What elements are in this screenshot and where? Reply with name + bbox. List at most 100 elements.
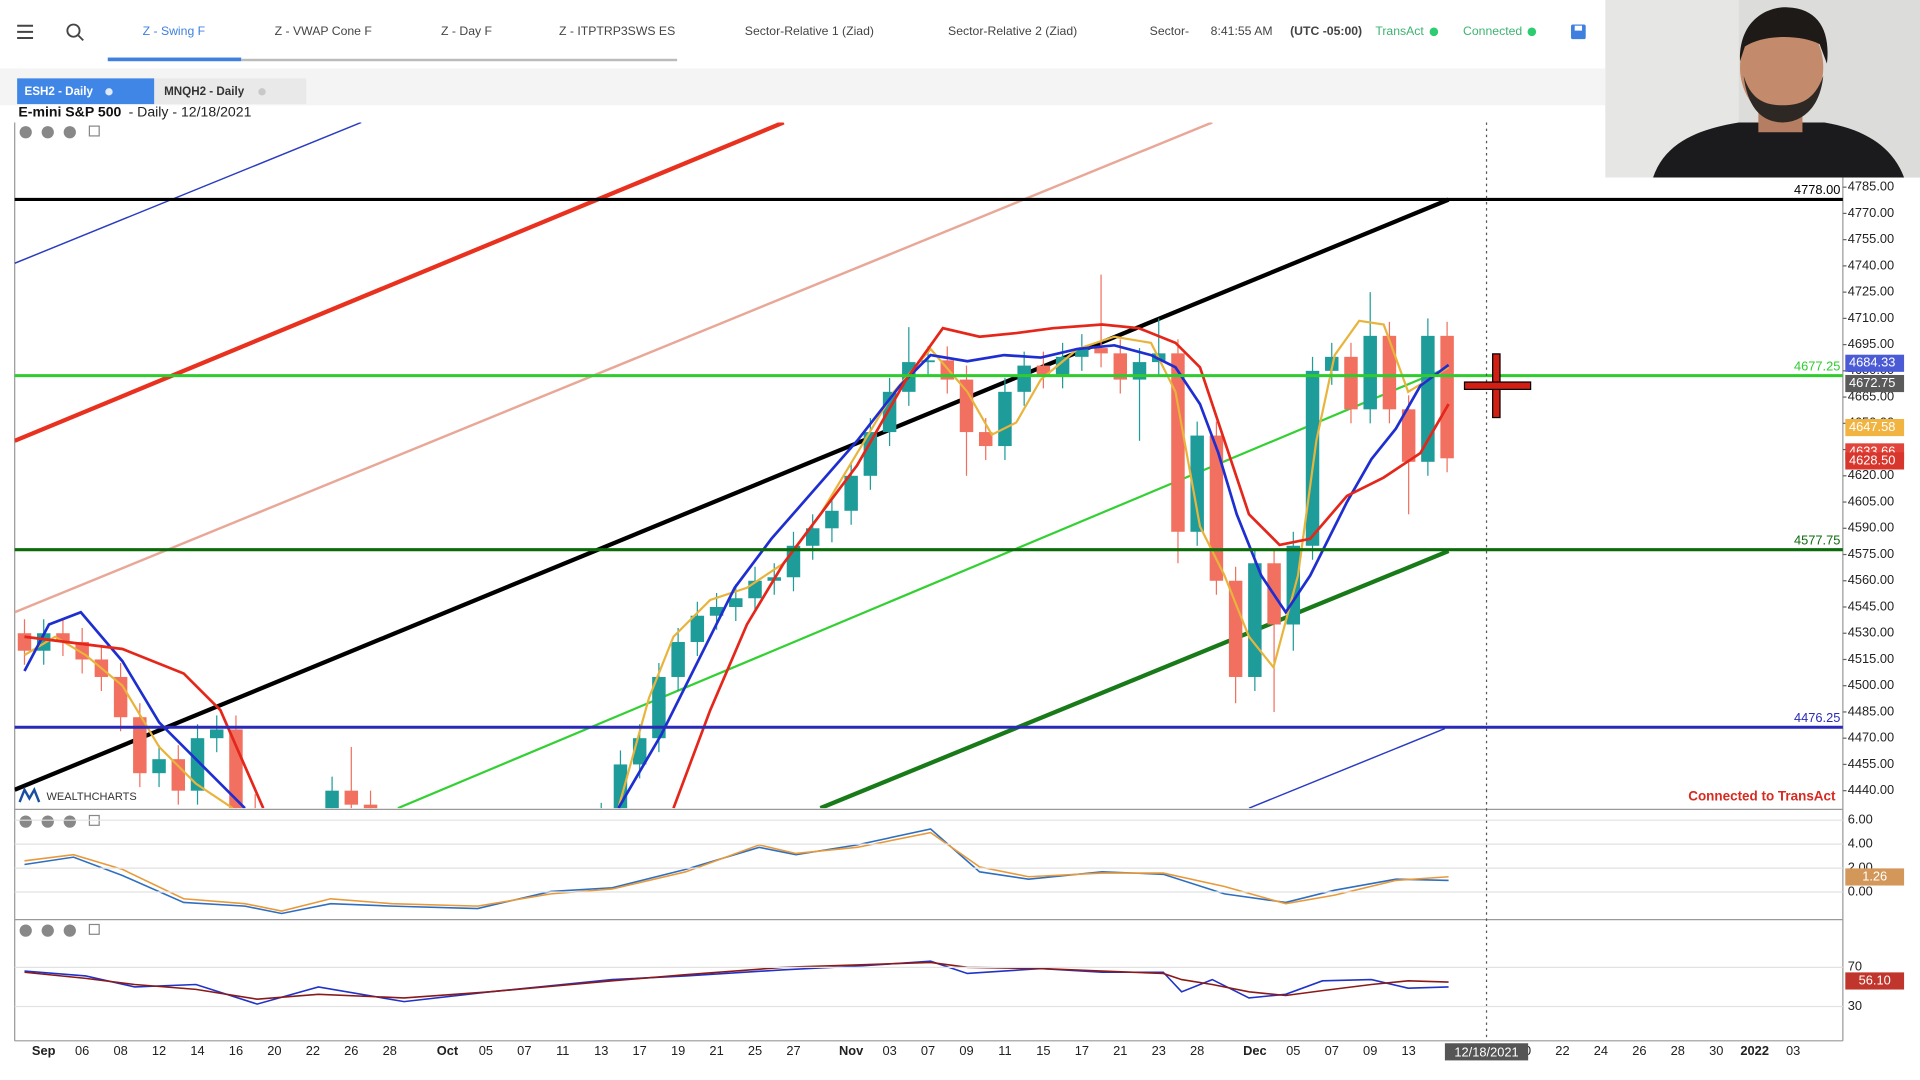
- status-dot: [1429, 27, 1439, 37]
- price-tag: [1845, 354, 1905, 372]
- price-tag-label: 4647.58: [1849, 419, 1895, 434]
- connection-status: Connected: [1463, 24, 1522, 38]
- status-dot: [1527, 27, 1537, 37]
- candle-body: [709, 606, 724, 616]
- x-tick-label: 07: [921, 1043, 935, 1058]
- candle-body: [325, 790, 339, 809]
- price-tag-label: 4672.75: [1849, 375, 1895, 390]
- brand-logo: [18, 786, 41, 803]
- y-tick-label: 4530.00: [1848, 625, 1894, 640]
- y-tick-label: 70: [1848, 959, 1862, 974]
- cursor-date: 12/18/2021: [1454, 1044, 1518, 1059]
- y-tick-label: 6.00: [1848, 812, 1873, 827]
- x-tick-label: 09: [1363, 1043, 1377, 1058]
- tab[interactable]: Z - Swing F: [143, 24, 206, 38]
- candle-body: [363, 804, 378, 809]
- x-tick-label: 16: [229, 1043, 243, 1058]
- candle-body: [210, 729, 224, 739]
- candle-body: [921, 360, 935, 363]
- x-tick-label: 03: [882, 1043, 896, 1058]
- tab[interactable]: Sector-Relative 2 (Ziad): [948, 24, 1077, 38]
- candle-body: [1421, 335, 1435, 462]
- y-tick-label: 4440.00: [1848, 782, 1894, 797]
- symbol-tab-label[interactable]: MNQH2 - Daily: [164, 85, 245, 98]
- x-tick-label: 09: [959, 1043, 973, 1058]
- x-tick-label: 03: [1786, 1043, 1800, 1058]
- candle-body: [998, 391, 1012, 447]
- candle-body: [1075, 348, 1089, 357]
- brand: WEALTHCHARTS: [47, 791, 137, 803]
- tab-underline: [241, 58, 678, 62]
- candle-body: [1305, 370, 1320, 546]
- transact-status: TransAct: [1375, 24, 1424, 38]
- y-tick-label: 0.00: [1848, 883, 1873, 898]
- candle-body: [959, 379, 974, 433]
- x-tick-label: 28: [1190, 1043, 1204, 1058]
- candle-body: [133, 717, 147, 774]
- x-tick-label: 25: [748, 1043, 762, 1058]
- indicator-tag-label: 1.26: [1862, 868, 1887, 883]
- candle-body: [1344, 356, 1358, 410]
- tab[interactable]: Sector-Relative 1 (Ziad): [745, 24, 874, 38]
- x-tick-label: 19: [671, 1043, 685, 1058]
- x-tick-label: 30: [1709, 1043, 1723, 1058]
- connection-message: Connected to TransAct: [1688, 789, 1836, 804]
- candle-body: [1228, 580, 1243, 677]
- panel-controls[interactable]: [19, 923, 100, 937]
- x-tick-label: Oct: [437, 1043, 459, 1058]
- x-tick-label: 27: [786, 1043, 800, 1058]
- crosshair-cursor: [1463, 353, 1532, 419]
- x-tick-label: 08: [113, 1043, 127, 1058]
- webcam-video: [1605, 0, 1920, 178]
- chart-subtitle: - Daily - 12/18/2021: [129, 103, 252, 119]
- search-icon[interactable]: [66, 23, 84, 42]
- panel-controls[interactable]: [19, 125, 100, 139]
- y-tick-label: 4545.00: [1848, 598, 1894, 613]
- panel-controls[interactable]: [19, 814, 100, 828]
- menu-icon[interactable]: [17, 24, 34, 39]
- price-tag: [1845, 374, 1905, 393]
- candle-body: [1055, 356, 1070, 375]
- symbol-tab[interactable]: [17, 78, 155, 105]
- candle-body: [1382, 335, 1397, 410]
- candle-body: [1113, 353, 1128, 380]
- x-tick-label: 13: [1402, 1043, 1416, 1058]
- candle-body: [1401, 409, 1416, 462]
- x-tick-label: 28: [1671, 1043, 1685, 1058]
- y-tick-label: 4755.00: [1848, 231, 1894, 246]
- y-tick-label: 4740.00: [1848, 257, 1894, 272]
- candle-body: [1363, 335, 1377, 410]
- x-tick-label: 07: [517, 1043, 531, 1058]
- level-label: 4677.25: [1794, 358, 1840, 373]
- tab[interactable]: Sector-: [1150, 24, 1189, 38]
- levels: 4778.00 4677.25 4577.75 4476.25: [14, 182, 1843, 729]
- x-tick-label: 14: [190, 1043, 204, 1058]
- symbol-tab-label[interactable]: ESH2 - Daily: [24, 85, 93, 98]
- candle-body: [690, 615, 705, 642]
- candle-body: [17, 633, 32, 651]
- price-tag: [1845, 452, 1905, 470]
- tab[interactable]: Z - Day F: [441, 24, 492, 38]
- save-icon[interactable]: [1571, 24, 1586, 40]
- y-tick-label: 4485.00: [1848, 703, 1894, 718]
- x-tick-label: 11: [998, 1043, 1011, 1058]
- y-tick-label: 4725.00: [1848, 284, 1894, 299]
- tab-dot: [258, 88, 266, 96]
- candle-body: [1248, 563, 1262, 677]
- candle-body: [652, 676, 666, 739]
- tab[interactable]: Z - ITPTRP3SWS ES: [559, 24, 675, 38]
- tab-dot: [105, 88, 113, 96]
- x-tick-label: Dec: [1243, 1043, 1267, 1058]
- indicator-tag-label: 56.10: [1859, 972, 1891, 987]
- tab[interactable]: Z - VWAP Cone F: [275, 24, 372, 38]
- candle-body: [805, 528, 820, 546]
- symbol-tab[interactable]: [154, 78, 307, 105]
- indicator-lines: [24, 828, 1449, 1005]
- toolbar: [0, 0, 1606, 64]
- clock: 8:41:55 AM: [1211, 24, 1273, 38]
- y-tick-label: 4770.00: [1848, 205, 1894, 220]
- x-tick-label: 21: [709, 1043, 723, 1058]
- y-tick-label: 4665.00: [1848, 388, 1894, 403]
- x-tick-label: 20: [267, 1043, 281, 1058]
